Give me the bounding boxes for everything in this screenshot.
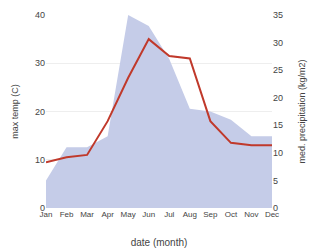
svg-text:Apr: Apr [101, 210, 114, 219]
svg-text:Jun: Jun [142, 210, 155, 219]
svg-text:May: May [121, 210, 136, 219]
svg-text:Sep: Sep [203, 210, 218, 219]
svg-text:0: 0 [40, 203, 45, 213]
svg-text:Nov: Nov [244, 210, 258, 219]
svg-text:Jul: Jul [164, 210, 174, 219]
svg-text:40: 40 [35, 10, 45, 20]
svg-text:Dec: Dec [265, 210, 279, 219]
svg-text:Aug: Aug [183, 210, 197, 219]
svg-text:20: 20 [273, 93, 283, 103]
svg-text:Mar: Mar [80, 210, 94, 219]
svg-text:5: 5 [273, 176, 278, 186]
svg-text:Feb: Feb [60, 210, 74, 219]
svg-text:30: 30 [273, 38, 283, 48]
svg-text:30: 30 [35, 58, 45, 68]
svg-text:max temp (C): max temp (C) [10, 84, 20, 139]
svg-text:med. precipitation (kg/m2): med. precipitation (kg/m2) [297, 59, 307, 163]
svg-text:Oct: Oct [225, 210, 238, 219]
svg-text:25: 25 [273, 65, 283, 75]
svg-text:20: 20 [35, 107, 45, 117]
svg-text:15: 15 [273, 120, 283, 130]
svg-text:Jan: Jan [40, 210, 53, 219]
svg-text:0: 0 [273, 203, 278, 213]
svg-text:35: 35 [273, 10, 283, 20]
svg-text:date (month): date (month) [131, 237, 188, 248]
svg-text:10: 10 [35, 155, 45, 165]
svg-text:10: 10 [273, 148, 283, 158]
